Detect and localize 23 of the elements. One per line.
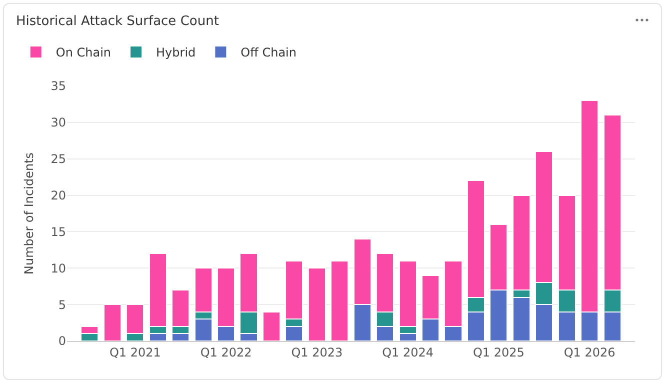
y-axis-title: Number of Incidents <box>22 152 36 275</box>
y-tick-label: 15 <box>50 224 66 239</box>
x-tick-label: Q1 2026 <box>564 345 616 360</box>
x-tick-label: Q1 2023 <box>291 345 343 360</box>
y-tick-label: 30 <box>50 116 66 130</box>
x-tick-label: Q1 2024 <box>382 345 434 360</box>
y-tick-label: 5 <box>58 298 66 312</box>
bar <box>330 260 349 341</box>
bar <box>308 268 326 341</box>
x-tick-label: Q1 2021 <box>109 345 161 360</box>
y-tick-label: 35 <box>50 79 66 94</box>
y-tick-label: 25 <box>50 152 66 166</box>
x-tick-label: Q1 2025 <box>472 345 524 360</box>
y-tick-label: 0 <box>58 334 66 348</box>
bar <box>103 304 122 341</box>
y-tick-label: 20 <box>50 188 66 202</box>
legend-label: On Chain <box>56 46 112 60</box>
y-tick-label: 10 <box>50 261 66 276</box>
legend-label: Off Chain <box>240 46 296 60</box>
x-tick-label: Q1 2022 <box>200 345 252 360</box>
legend-label: Hybrid <box>156 46 196 60</box>
chart-title: Historical Attack Surface Count <box>16 14 219 29</box>
bar <box>262 311 280 341</box>
